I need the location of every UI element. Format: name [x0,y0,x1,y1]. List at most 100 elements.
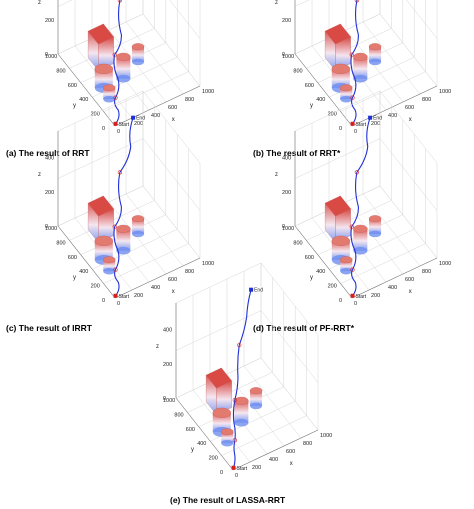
cylinder-obstacle-mid-base [353,246,368,255]
cylinder-obstacle-large-top [331,63,350,74]
cylinder-obstacle-small-base [340,267,353,275]
end-label: End [373,116,382,122]
y-tick-label: 800 [56,68,65,74]
grid-line-wall-h [294,13,438,87]
caption-pf-rrt-star: (d) The result of PF-RRT* [253,323,355,333]
x-tick-label: 600 [168,277,177,283]
waypoint-marker [113,95,118,100]
z-tick-label: 400 [282,156,291,162]
waypoint-marker [349,224,354,229]
x-tick-label: 800 [185,97,194,103]
y-tick-label: 1000 [45,54,57,60]
waypoint-marker [117,0,122,3]
plot-group: 0200400600800100002004006008001000020040… [275,0,451,135]
x-tick-label: 400 [151,113,160,119]
grid-line-wall-h [57,0,201,39]
start-label: Start [237,466,248,472]
plot-group: 0200400600800100002004006008001000020040… [156,262,332,479]
cylinder-obstacle-small-top [340,84,353,92]
start-marker [231,465,236,470]
waypoint-marker [354,0,359,3]
y-tick-label: 0 [339,126,342,132]
start-marker [350,293,355,298]
z-tick-label: 0 [163,396,166,402]
cylinder-obstacle-small-body [221,431,234,444]
z-axis-label: z [38,172,41,178]
waypoint-marker [354,170,359,175]
grid-line-floor-x [226,373,285,447]
cylinder-obstacle-large-body [94,68,113,88]
y-tick-label: 400 [316,97,325,103]
cylinder-obstacle-mid-base [353,74,368,83]
planned-path [350,117,371,297]
y-tick-label: 0 [102,126,105,132]
cuboid-obstacle-top [87,23,114,45]
x-tick-label: 1000 [202,261,214,267]
cylinder-obstacle-mid-body [116,56,131,79]
y-tick-label: 600 [305,255,314,261]
cylinder-obstacle-small-top [340,256,353,264]
cylinder-obstacle-right-top [368,215,382,223]
y-tick-label: 1000 [45,226,57,232]
x-tick-label: 600 [286,449,295,455]
y-tick-label: 200 [328,284,337,290]
cylinder-obstacle-right-body [132,218,145,234]
caption-rrt-star: (b) The result of RRT* [253,148,341,158]
cylinder-obstacle-small-top [221,428,234,436]
waypoint-marker [349,52,354,57]
x-tick-label: 800 [303,441,312,447]
cylinder-obstacle-mid-body [234,400,249,423]
start-label: Start [356,294,367,300]
y-axis-line [294,53,353,127]
y-axis-line [294,225,353,299]
x-axis-line [232,429,319,471]
y-tick-label: 600 [68,255,77,261]
panel-rrt: 0200400600800100002004006008001000020040… [0,0,237,170]
x-tick-label: 1000 [439,89,451,95]
grid-line-floor-x [362,193,421,267]
z-tick-label: 400 [163,328,172,334]
waypoint-marker [350,95,355,100]
waypoint-marker [113,267,118,272]
z-tick-label: 0 [282,52,285,58]
grid-line-wall-h [57,90,201,164]
cylinder-obstacle-small-base [103,95,116,103]
cylinder-obstacle-large-body [331,68,350,88]
grid-line-floor-y [340,71,426,112]
waypoint-marker [112,52,117,57]
panel-irrt: 0 200 400 600 800 1000 0 200 400 600 800 1000 0 200 40… [0,90,237,340]
cylinder-obstacle-small-top [103,256,116,264]
y-axis-label: y [73,275,76,281]
cylinder-obstacle-right-base [369,230,382,238]
cylinder-obstacle-large-top [331,235,350,246]
plot-rrt-star: 0200400600800100002004006008001000020040… [275,0,451,135]
x-tick-label: 0 [117,129,120,135]
y-axis-label: y [310,275,313,281]
end-marker [131,115,136,120]
y-tick-label: 1000 [282,226,294,232]
cylinder-obstacle-mid-base [116,246,131,255]
start-marker [113,293,118,298]
end-label: End [136,116,145,122]
grid-line-wall-h [175,357,319,431]
z-axis-label: z [156,344,159,350]
x-tick-label: 400 [388,285,397,291]
z-tick-label: 200 [282,18,291,24]
x-axis-label: x [172,289,175,295]
start-label: Start [119,122,130,128]
cuboid-obstacle-top [87,195,114,217]
cylinder-obstacle-mid-top [353,224,368,233]
cylinder-obstacle-large-body [331,240,350,260]
y-tick-label: 600 [68,83,77,89]
cylinder-obstacle-right-top [131,215,145,223]
cylinder-obstacle-small-base [103,267,116,275]
x-tick-label: 200 [371,293,380,299]
cylinder-obstacle-mid-body [353,56,368,79]
x-axis-line [351,257,438,299]
planned-path [113,0,122,125]
cylinder-obstacle-large-body [212,412,231,432]
grid-line-wall-h [57,13,201,87]
y-tick-label: 600 [186,427,195,433]
x-tick-label: 200 [252,465,261,471]
plot-group: 0200400600800100002004006008001000020040… [38,90,214,307]
